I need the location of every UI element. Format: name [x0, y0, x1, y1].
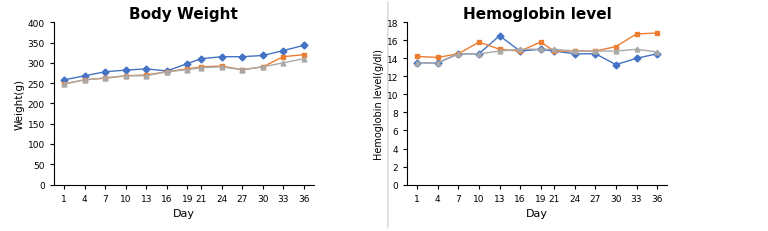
NESP	[475, 42, 484, 44]
NESP	[59, 83, 68, 86]
Alb-EPO	[412, 62, 422, 65]
Title: Hemoglobin level: Hemoglobin level	[463, 7, 611, 22]
Alb-EPO	[536, 49, 545, 52]
Y-axis label: Hemoglobin level(g/dl): Hemoglobin level(g/dl)	[374, 49, 384, 159]
NESP	[653, 33, 662, 35]
Alb-EPO	[183, 69, 192, 72]
Alb-EPO	[258, 66, 267, 69]
Control	[515, 50, 525, 53]
NESP	[300, 54, 309, 57]
Alb-EPO	[237, 69, 247, 72]
NESP	[237, 69, 247, 72]
Control	[454, 53, 463, 56]
Alb-EPO	[80, 79, 89, 82]
Alb-EPO	[197, 67, 206, 70]
Alb-EPO	[279, 62, 288, 65]
NESP	[536, 42, 545, 44]
Control	[59, 79, 68, 82]
Alb-EPO	[454, 53, 463, 56]
Alb-EPO	[495, 50, 504, 53]
Alb-EPO	[611, 50, 621, 53]
NESP	[197, 66, 206, 69]
Line: Control: Control	[61, 44, 306, 83]
Alb-EPO	[162, 71, 171, 74]
Line: Control: Control	[415, 34, 660, 68]
Alb-EPO	[141, 75, 151, 78]
Alb-EPO	[653, 51, 662, 54]
NESP	[101, 77, 110, 80]
NESP	[515, 50, 525, 53]
Control	[141, 68, 151, 71]
Alb-EPO	[217, 66, 227, 69]
Alb-EPO	[121, 75, 131, 78]
NESP	[591, 50, 600, 53]
Line: NESP: NESP	[415, 31, 660, 61]
Alb-EPO	[591, 50, 600, 53]
Alb-EPO	[59, 83, 68, 86]
NESP	[611, 46, 621, 49]
Control	[475, 53, 484, 56]
Control	[571, 53, 580, 56]
Control	[237, 56, 247, 59]
Control	[101, 71, 110, 74]
Control	[121, 69, 131, 72]
Control	[611, 64, 621, 67]
Line: NESP: NESP	[61, 53, 306, 87]
Control	[433, 62, 442, 65]
NESP	[80, 79, 89, 82]
NESP	[162, 71, 171, 74]
Control	[183, 63, 192, 66]
Control	[80, 75, 89, 78]
NESP	[217, 65, 227, 68]
Control	[495, 35, 504, 38]
Alb-EPO	[101, 77, 110, 80]
Y-axis label: Weight(g): Weight(g)	[15, 79, 25, 129]
Control	[217, 56, 227, 59]
NESP	[495, 49, 504, 52]
X-axis label: Day: Day	[173, 208, 195, 218]
Line: Alb-EPO: Alb-EPO	[61, 57, 306, 87]
NESP	[550, 50, 559, 53]
Control	[653, 53, 662, 56]
NESP	[141, 74, 151, 77]
NESP	[412, 56, 422, 59]
NESP	[258, 66, 267, 69]
NESP	[121, 75, 131, 78]
Control	[632, 58, 641, 61]
Control	[591, 53, 600, 56]
Control	[550, 50, 559, 53]
Control	[162, 70, 171, 73]
Control	[412, 62, 422, 65]
Control	[536, 49, 545, 52]
NESP	[433, 57, 442, 60]
NESP	[632, 33, 641, 36]
Alb-EPO	[475, 53, 484, 56]
Control	[258, 55, 267, 58]
Control	[279, 50, 288, 53]
Alb-EPO	[515, 49, 525, 52]
NESP	[454, 53, 463, 56]
Alb-EPO	[300, 58, 309, 61]
Line: Alb-EPO: Alb-EPO	[415, 48, 660, 66]
Alb-EPO	[571, 50, 580, 53]
NESP	[183, 68, 192, 71]
NESP	[279, 56, 288, 59]
Control	[300, 45, 309, 48]
Control	[197, 58, 206, 61]
Alb-EPO	[550, 49, 559, 52]
X-axis label: Day: Day	[526, 208, 548, 218]
Title: Body Weight: Body Weight	[130, 7, 238, 22]
Legend: Control, NESP, Alb-EPO: Control, NESP, Alb-EPO	[673, 55, 745, 104]
Alb-EPO	[433, 62, 442, 65]
NESP	[571, 50, 580, 53]
Alb-EPO	[632, 49, 641, 52]
Legend: Control, NESP, Alb-EPO: Control, NESP, Alb-EPO	[319, 55, 392, 104]
